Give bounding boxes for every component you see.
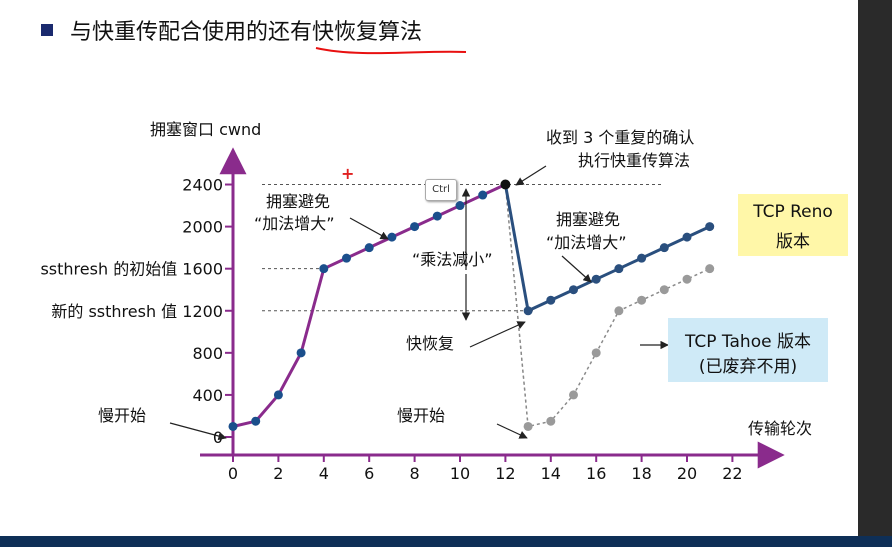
tahoe-point bbox=[591, 348, 601, 358]
main-point bbox=[432, 211, 442, 221]
tahoe-point bbox=[569, 390, 578, 400]
slide-title: 与快重传配合使用的还有快恢复算法 bbox=[70, 20, 423, 45]
multiplicative-decrease-label: “乘法减小” bbox=[412, 250, 493, 269]
y-tick-label: ssthresh 的初始值 1600 bbox=[40, 260, 223, 279]
main-point bbox=[296, 348, 306, 358]
slide: 与快重传配合使用的还有快恢复算法 bbox=[0, 0, 858, 536]
x-tick-label: 0 bbox=[228, 464, 238, 483]
main-point bbox=[364, 243, 374, 253]
reno-point bbox=[705, 222, 715, 232]
three-dup-acks-line2: 执行快重传算法 bbox=[578, 151, 690, 170]
slow-start-left-label: 慢开始 bbox=[98, 406, 146, 425]
x-tick-label: 4 bbox=[319, 464, 329, 483]
title-bullet bbox=[41, 24, 53, 36]
reno-point bbox=[637, 253, 647, 263]
ca-right-arrow bbox=[561, 255, 592, 283]
three-dup-acks-arrow bbox=[515, 165, 547, 186]
reno-point bbox=[591, 274, 601, 284]
tahoe-point bbox=[682, 274, 692, 284]
y-tick-label: 0 bbox=[213, 428, 223, 447]
reno-point bbox=[546, 295, 556, 305]
tahoe-point bbox=[705, 264, 715, 274]
main-point bbox=[273, 390, 283, 400]
reno-point bbox=[682, 232, 692, 242]
main-point bbox=[342, 253, 351, 263]
cursor-plus-icon: + bbox=[341, 164, 355, 183]
ca-left-line1: 拥塞避免 bbox=[266, 192, 330, 211]
y-tick-label: 新的 ssthresh 值 1200 bbox=[51, 302, 223, 321]
main-point bbox=[251, 416, 261, 426]
reno-legend-line2: 版本 bbox=[776, 232, 810, 252]
y-tick-label: 2000 bbox=[182, 218, 223, 237]
ctrl-key-overlay: Ctrl bbox=[425, 179, 457, 201]
x-tick-label: 16 bbox=[586, 464, 606, 483]
slow-start-right-label: 慢开始 bbox=[397, 406, 445, 425]
x-tick-label: 2 bbox=[273, 464, 283, 483]
tahoe-point bbox=[546, 416, 556, 426]
tahoe-point bbox=[523, 421, 533, 431]
tahoe-point bbox=[614, 306, 624, 316]
fast-recovery-arrow bbox=[469, 321, 526, 348]
y-tick-label: 800 bbox=[192, 344, 223, 363]
bottom-bar bbox=[0, 536, 892, 547]
congestion-window-chart: 0 400 800 新的 ssthresh 值 1200 ssthresh 的初始值 1… bbox=[40, 47, 812, 483]
reno-line bbox=[503, 184, 711, 313]
main-point bbox=[387, 232, 397, 242]
x-tick-label: 8 bbox=[410, 464, 420, 483]
reno-point bbox=[569, 285, 578, 295]
tahoe-legend-line1: TCP Tahoe 版本 bbox=[685, 332, 811, 352]
tahoe-point bbox=[637, 295, 647, 305]
fast-recovery-label: 快恢复 bbox=[406, 334, 454, 353]
title-underline bbox=[315, 47, 467, 55]
x-tick-label: 14 bbox=[541, 464, 561, 483]
reno-point bbox=[614, 264, 624, 274]
ca-right-line2: “加法增大” bbox=[546, 233, 627, 252]
y-axis-label: 拥塞窗口 cwnd bbox=[150, 120, 261, 139]
ca-left-arrow bbox=[349, 217, 389, 240]
reno-point bbox=[523, 306, 533, 316]
ca-left-line2: “加法增大” bbox=[254, 214, 335, 233]
main-point bbox=[478, 190, 488, 200]
x-tick-label: 10 bbox=[450, 464, 470, 483]
main-point bbox=[455, 201, 465, 211]
y-tick-label: 2400 bbox=[182, 176, 223, 195]
right-panel-edge bbox=[858, 0, 892, 547]
reno-legend-box: TCP Reno 版本 bbox=[738, 194, 848, 256]
main-point bbox=[319, 264, 329, 274]
slow-start-left-arrow bbox=[169, 422, 227, 441]
three-dup-acks-line1: 收到 3 个重复的确认 bbox=[546, 128, 694, 147]
reno-legend-line1: TCP Reno bbox=[753, 202, 833, 222]
x-tick-label: 6 bbox=[364, 464, 374, 483]
tahoe-legend-box: TCP Tahoe 版本 (已废弃不用) bbox=[668, 318, 828, 382]
x-tick-label: 20 bbox=[677, 464, 697, 483]
x-tick-label: 12 bbox=[495, 464, 515, 483]
tahoe-legend-line2: (已废弃不用) bbox=[698, 357, 798, 377]
main-point bbox=[228, 421, 238, 431]
x-axis-label: 传输轮次 bbox=[748, 419, 812, 438]
y-tick-label: 400 bbox=[192, 386, 223, 405]
ca-right-line1: 拥塞避免 bbox=[556, 210, 620, 229]
x-tick-label: 18 bbox=[631, 464, 651, 483]
slow-start-right-arrow bbox=[496, 423, 528, 439]
reno-point bbox=[659, 243, 669, 253]
x-tick-label: 22 bbox=[722, 464, 742, 483]
tahoe-line bbox=[504, 184, 711, 428]
peak-point bbox=[500, 179, 511, 190]
main-point bbox=[410, 222, 420, 232]
tahoe-point bbox=[659, 285, 669, 295]
